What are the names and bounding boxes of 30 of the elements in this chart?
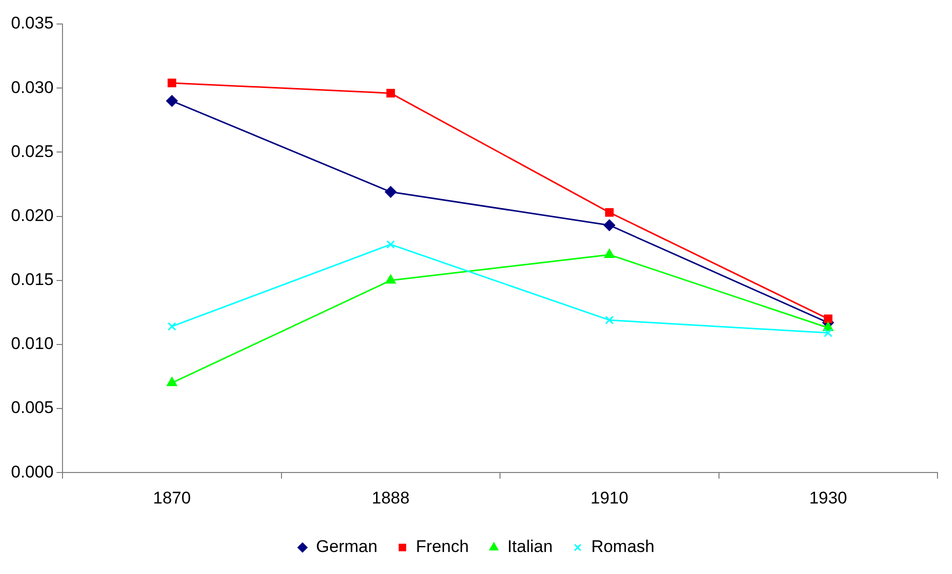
legend-label: French: [416, 537, 469, 556]
legend-label: German: [316, 537, 378, 556]
point: [824, 314, 832, 324]
point: [604, 248, 614, 258]
point: [168, 322, 176, 331]
point: [605, 208, 614, 217]
point: [384, 186, 396, 198]
point: [604, 219, 616, 231]
point: [605, 316, 614, 324]
point: [386, 274, 396, 284]
y-tick-label: 0.020: [10, 206, 54, 225]
legend-label: Romash: [591, 537, 655, 556]
point: [166, 377, 177, 386]
point: [386, 88, 395, 98]
y-tick-label: 0.010: [10, 334, 54, 354]
point: [166, 95, 178, 107]
x-tick-label: 1888: [372, 488, 410, 508]
y-tick-label: 0.025: [10, 142, 54, 161]
y-tick-label: 0.005: [10, 398, 54, 418]
x-tick-label: 1910: [590, 488, 628, 508]
y-tick-label: 0.000: [10, 462, 54, 482]
x-tick-label: 1930: [809, 488, 848, 508]
legend-label: Italian: [507, 537, 553, 556]
y-tick-label: 0.015: [10, 270, 54, 290]
point: [386, 240, 395, 249]
x-tick-label: 1870: [152, 488, 191, 508]
y-tick-label: 0.035: [10, 14, 54, 33]
point: [168, 78, 176, 88]
point: [824, 328, 832, 338]
y-tick-label: 0.030: [10, 78, 54, 97]
